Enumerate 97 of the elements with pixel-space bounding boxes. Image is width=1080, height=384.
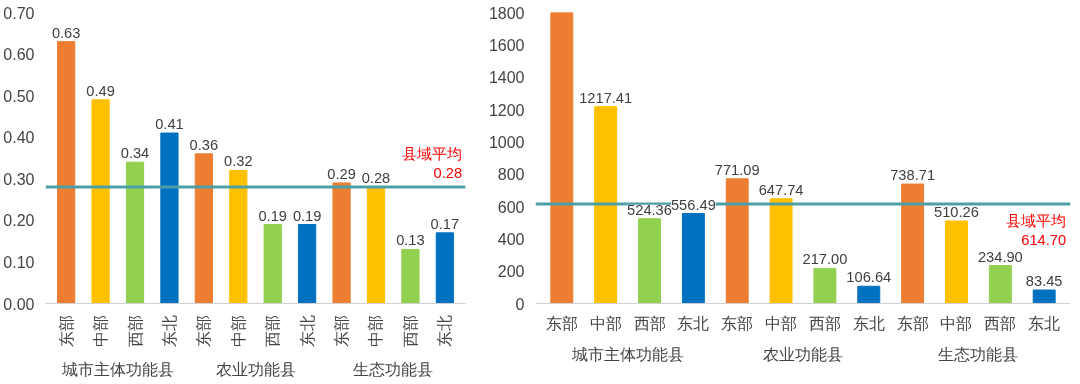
bar xyxy=(638,218,661,304)
bar xyxy=(263,224,282,304)
y-tick-label: 0.40 xyxy=(3,129,35,147)
y-tick-label: 1000 xyxy=(488,133,525,151)
data-label: 0.41 xyxy=(155,116,184,133)
x-tick-label: 东北 xyxy=(298,314,316,347)
data-label: 1217.41 xyxy=(579,89,633,106)
x-tick-label: 西部 xyxy=(401,314,419,347)
data-label: 83.45 xyxy=(1025,273,1063,290)
x-tick-label: 东北 xyxy=(852,314,885,332)
y-tick-label: 0 xyxy=(515,295,525,313)
bar xyxy=(160,132,179,304)
data-label: 647.74 xyxy=(758,181,804,198)
bar xyxy=(125,161,145,304)
y-tick-label: 0.00 xyxy=(3,295,35,313)
data-label: 0.29 xyxy=(327,165,356,182)
y-tick-label: 0.50 xyxy=(3,87,35,105)
x-tick-label: 西部 xyxy=(633,314,666,332)
y-tick-label: 0.30 xyxy=(3,170,35,188)
y-tick-label: 1800 xyxy=(488,4,525,22)
text: 农业功能县 xyxy=(215,360,296,378)
y-tick-label: 1400 xyxy=(488,69,525,87)
data-label: 738.71 xyxy=(890,167,936,184)
x-tick-label: 中部 xyxy=(765,314,798,332)
x-tick-label: 东部 xyxy=(721,314,754,332)
y-tick-label: 600 xyxy=(497,198,525,216)
data-label: 0.32 xyxy=(224,153,253,170)
data-label: 217.00 xyxy=(802,251,848,268)
text: 生态功能县 xyxy=(353,360,434,378)
bar xyxy=(769,198,793,304)
x-tick-label: 西部 xyxy=(984,314,1017,332)
y-tick-label: 0.10 xyxy=(3,253,35,271)
bar xyxy=(857,285,881,304)
data-label: 0.19 xyxy=(292,207,322,224)
data-label: 0.17 xyxy=(430,215,460,232)
bar xyxy=(988,265,1012,304)
x-tick-label: 东北 xyxy=(160,314,178,347)
text: 生态功能县 xyxy=(938,345,1019,363)
x-tick-label: 中部 xyxy=(229,314,247,347)
data-label: 556.49 xyxy=(670,196,716,213)
bar xyxy=(229,169,248,304)
y-tick-label: 400 xyxy=(497,230,525,248)
x-tick-label: 中部 xyxy=(589,314,622,332)
x-tick-label: 中部 xyxy=(92,314,110,347)
x-tick-label: 东北 xyxy=(677,314,710,332)
bar xyxy=(91,99,110,304)
data-label: 0.19 xyxy=(258,207,287,224)
x-tick-label: 中部 xyxy=(367,314,385,347)
y-tick-label: 800 xyxy=(497,166,525,184)
text: 城市主体功能县 xyxy=(570,345,684,363)
text: 农业功能县 xyxy=(763,345,843,363)
bar xyxy=(435,232,454,304)
bar xyxy=(945,220,968,304)
data-label: 0.34 xyxy=(120,145,150,162)
bar xyxy=(401,248,420,304)
y-tick-label: 1600 xyxy=(488,36,525,54)
data-label: 106.64 xyxy=(846,269,892,286)
y-tick-label: 1200 xyxy=(488,101,525,119)
bar xyxy=(1032,289,1056,304)
y-tick-label: 0.60 xyxy=(3,46,35,64)
x-tick-label: 东部 xyxy=(195,314,213,347)
bar xyxy=(725,178,749,304)
y-tick-label: 0.20 xyxy=(3,212,35,230)
bar xyxy=(332,182,351,304)
text: 城市主体功能县 xyxy=(60,360,174,378)
data-label: 0.28 xyxy=(361,170,391,187)
data-label: 510.26 xyxy=(934,204,979,221)
bar xyxy=(550,12,574,304)
data-label: 524.36 xyxy=(627,201,672,218)
ref-line-label: 县域平均 614.70 xyxy=(1006,212,1067,249)
x-tick-label: 东北 xyxy=(1028,314,1061,332)
x-tick-label: 东部 xyxy=(545,314,578,332)
data-label: 771.09 xyxy=(714,161,760,178)
bar xyxy=(813,267,837,304)
data-label: 0.13 xyxy=(396,232,425,249)
x-tick-label: 中部 xyxy=(940,314,973,332)
bar xyxy=(57,41,76,304)
x-tick-label: 西部 xyxy=(126,314,144,347)
data-label: 234.90 xyxy=(977,248,1023,265)
data-label: 0.49 xyxy=(86,82,115,99)
x-tick-label: 东部 xyxy=(333,314,351,347)
x-tick-label: 东部 xyxy=(57,314,75,347)
bar xyxy=(194,153,213,304)
y-tick-label: 200 xyxy=(497,263,525,281)
x-tick-label: 东北 xyxy=(436,314,454,347)
x-tick-label: 西部 xyxy=(808,314,841,332)
bar xyxy=(594,106,618,304)
bar xyxy=(901,183,925,304)
y-tick-label: 0.70 xyxy=(3,4,35,22)
ref-line-label: 县域平均 0.28 xyxy=(402,145,463,182)
data-label: 0.36 xyxy=(189,136,219,153)
bar xyxy=(366,186,386,304)
bar xyxy=(298,224,317,304)
x-tick-label: 西部 xyxy=(264,314,282,347)
x-tick-label: 东部 xyxy=(896,314,929,332)
bar xyxy=(681,213,705,304)
data-label: 0.63 xyxy=(51,24,81,41)
